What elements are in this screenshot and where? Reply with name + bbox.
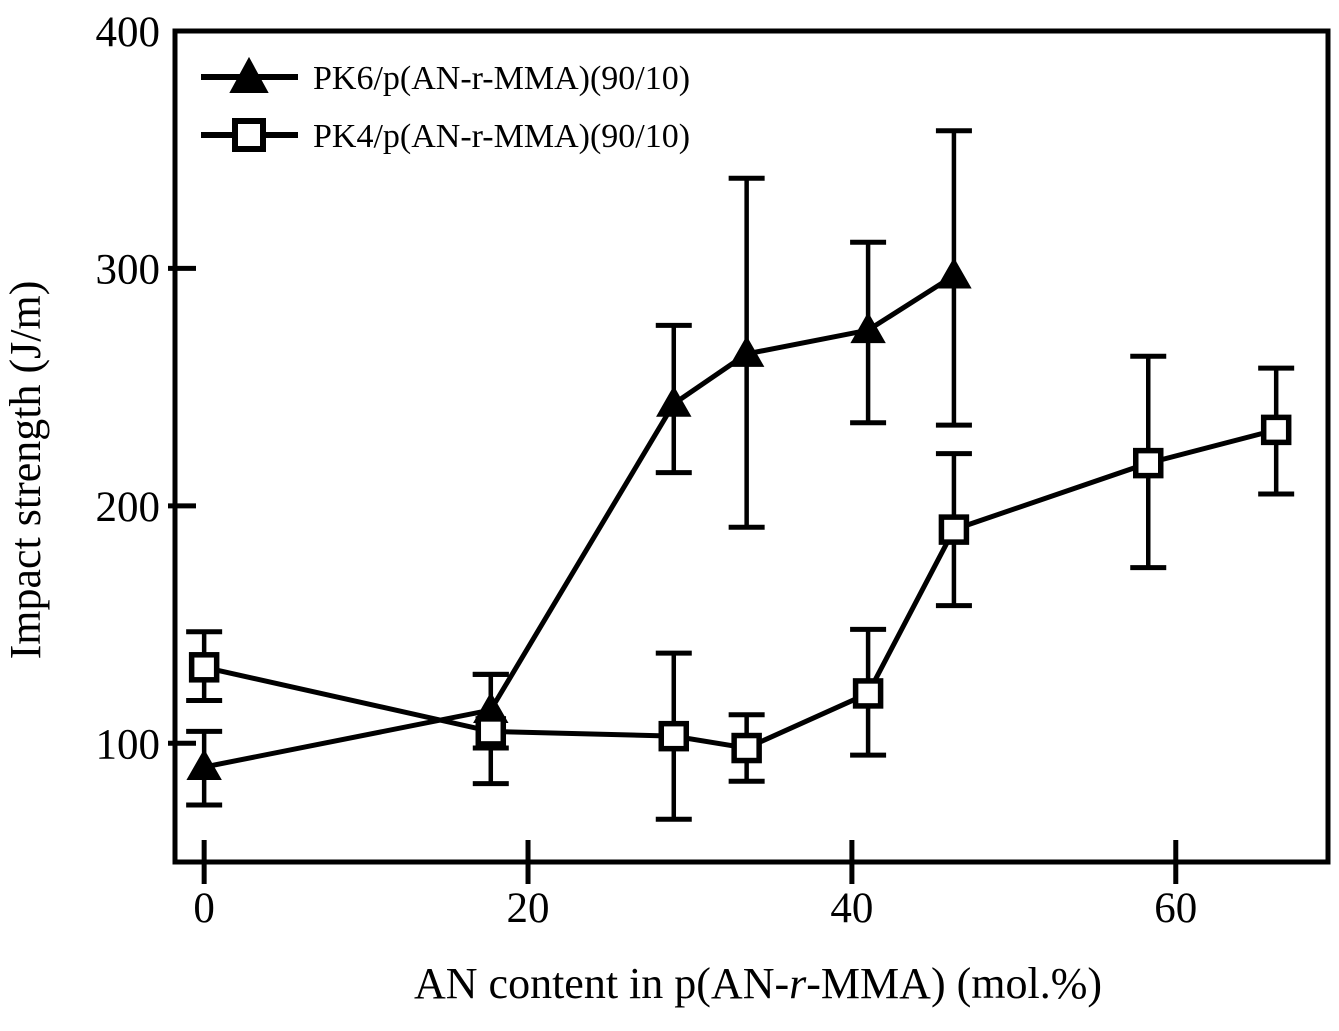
x-axis-title: AN content in p(AN-r-MMA) (mol.%) (414, 959, 1102, 1008)
y-tick-label: 400 (96, 9, 161, 56)
x-tick-label: 20 (507, 885, 550, 932)
triangle-marker-icon (186, 749, 222, 781)
x-axis-title-part: -MMA) (mol.%) (806, 959, 1102, 1008)
square-marker-icon (731, 732, 762, 764)
x-axis-title-part: AN content in p(AN- (414, 959, 789, 1008)
triangle-marker-icon (728, 335, 765, 367)
x-tick-label: 60 (1154, 885, 1197, 932)
square-marker-icon (852, 678, 884, 709)
square-marker-icon (1260, 414, 1292, 446)
plot-frame (172, 28, 1331, 865)
triangle-marker-icon (656, 385, 692, 417)
x-tick-label: 40 (830, 885, 873, 932)
x-tick-label: 0 (193, 885, 215, 932)
legend-entry-pk4: PK4/p(AN-r-MMA)(90/10) (201, 118, 690, 155)
y-tick-label: 100 (96, 721, 161, 768)
y-tick-label: 200 (96, 484, 161, 531)
square-marker-icon (232, 118, 266, 152)
legend-entry-pk6: PK6/p(AN-r-MMA)(90/10) (201, 56, 690, 97)
triangle-marker-icon (936, 257, 972, 289)
square-marker-icon (658, 720, 690, 752)
triangle-marker-icon (229, 56, 269, 93)
series-line (203, 427, 1277, 751)
x-axis-title-part-italic: r (789, 959, 807, 1008)
y-axis-title: Impact strength (J/m) (1, 281, 50, 660)
square-marker-icon (475, 716, 507, 747)
y-tick-label: 300 (96, 246, 161, 293)
triangle-marker-icon (850, 312, 886, 344)
square-marker-icon (1132, 447, 1164, 479)
square-marker-icon (188, 652, 220, 683)
legend: PK6/p(AN-r-MMA)(90/10) PK4/p(AN-r-MMA)(9… (201, 56, 690, 155)
legend-label: PK4/p(AN-r-MMA)(90/10) (313, 118, 690, 155)
square-marker-icon (938, 514, 970, 545)
legend-label: PK6/p(AN-r-MMA)(90/10) (313, 60, 690, 97)
